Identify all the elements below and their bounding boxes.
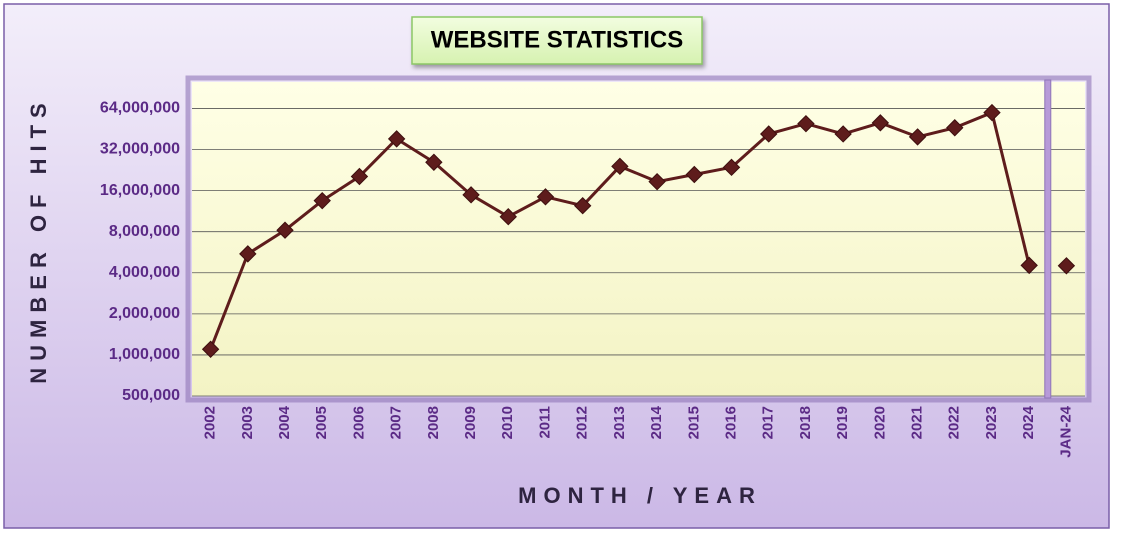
data-marker	[239, 245, 257, 263]
y-tick-label: 32,000,000	[100, 141, 180, 158]
data-marker	[983, 103, 1001, 122]
y-tick-label: 1,000,000	[109, 346, 180, 363]
data-marker	[760, 125, 778, 143]
y-tick-label: 16,000,000	[100, 182, 180, 199]
plot-frame	[185, 75, 1092, 403]
data-marker	[871, 114, 890, 132]
data-marker	[834, 125, 852, 143]
y-tick-label: 4,000,000	[109, 264, 180, 281]
x-tick-label: 2012	[574, 406, 591, 439]
x-tick-label: 2015	[685, 406, 702, 439]
data-marker	[201, 340, 220, 358]
data-marker	[648, 172, 666, 191]
data-marker	[276, 221, 294, 239]
x-tick-label: 2011	[536, 406, 553, 439]
plot-area	[192, 82, 1085, 396]
y-tick-label: 500,000	[122, 387, 180, 404]
x-tick-label: 2009	[462, 406, 479, 439]
data-marker	[908, 128, 927, 146]
data-marker	[573, 197, 592, 215]
x-tick-label: 2014	[648, 405, 665, 439]
data-marker	[1057, 257, 1076, 275]
x-tick-label: 2020	[871, 406, 888, 439]
y-axis-title: NUMBER OF HITS	[26, 96, 51, 383]
y-tick-label: 8,000,000	[109, 223, 180, 240]
data-marker	[722, 158, 741, 177]
data-marker	[313, 191, 331, 210]
data-marker	[387, 130, 406, 148]
data-marker	[946, 119, 964, 137]
x-tick-label: 2007	[388, 406, 405, 439]
x-tick-label: 2023	[983, 406, 1000, 439]
x-tick-label: 2024	[1020, 405, 1037, 439]
data-marker	[425, 153, 443, 171]
x-tick-label: 2017	[760, 406, 777, 439]
data-marker	[685, 165, 704, 184]
x-axis-title: MONTH / YEAR	[518, 483, 762, 508]
x-tick-label: 2016	[722, 406, 739, 439]
x-tick-label: 2006	[350, 406, 367, 439]
data-marker	[611, 157, 629, 176]
x-tick-label: 2005	[313, 406, 330, 439]
x-tick-label: 2002	[202, 406, 219, 439]
x-tick-label: 2003	[239, 406, 256, 439]
x-tick-label: JAN-24	[1057, 405, 1074, 457]
x-tick-label: 2018	[797, 406, 814, 439]
data-marker	[797, 114, 815, 133]
data-marker	[350, 167, 369, 186]
data-marker	[1020, 256, 1038, 275]
data-marker	[462, 186, 480, 204]
data-marker	[499, 208, 517, 226]
x-tick-label: 2010	[499, 406, 516, 439]
x-tick-label: 2021	[909, 406, 926, 439]
data-marker	[536, 188, 555, 206]
x-tick-label: 2013	[611, 406, 628, 439]
x-tick-label: 2022	[946, 406, 963, 439]
divider	[1044, 79, 1052, 399]
title-box	[411, 16, 703, 65]
y-tick-label: 64,000,000	[100, 100, 180, 117]
x-tick-label: 2019	[834, 406, 851, 439]
x-tick-label: 2004	[276, 405, 293, 439]
y-tick-label: 2,000,000	[109, 305, 180, 322]
chart-title: WEBSITE STATISTICS	[431, 26, 683, 53]
x-tick-label: 2008	[425, 406, 442, 439]
